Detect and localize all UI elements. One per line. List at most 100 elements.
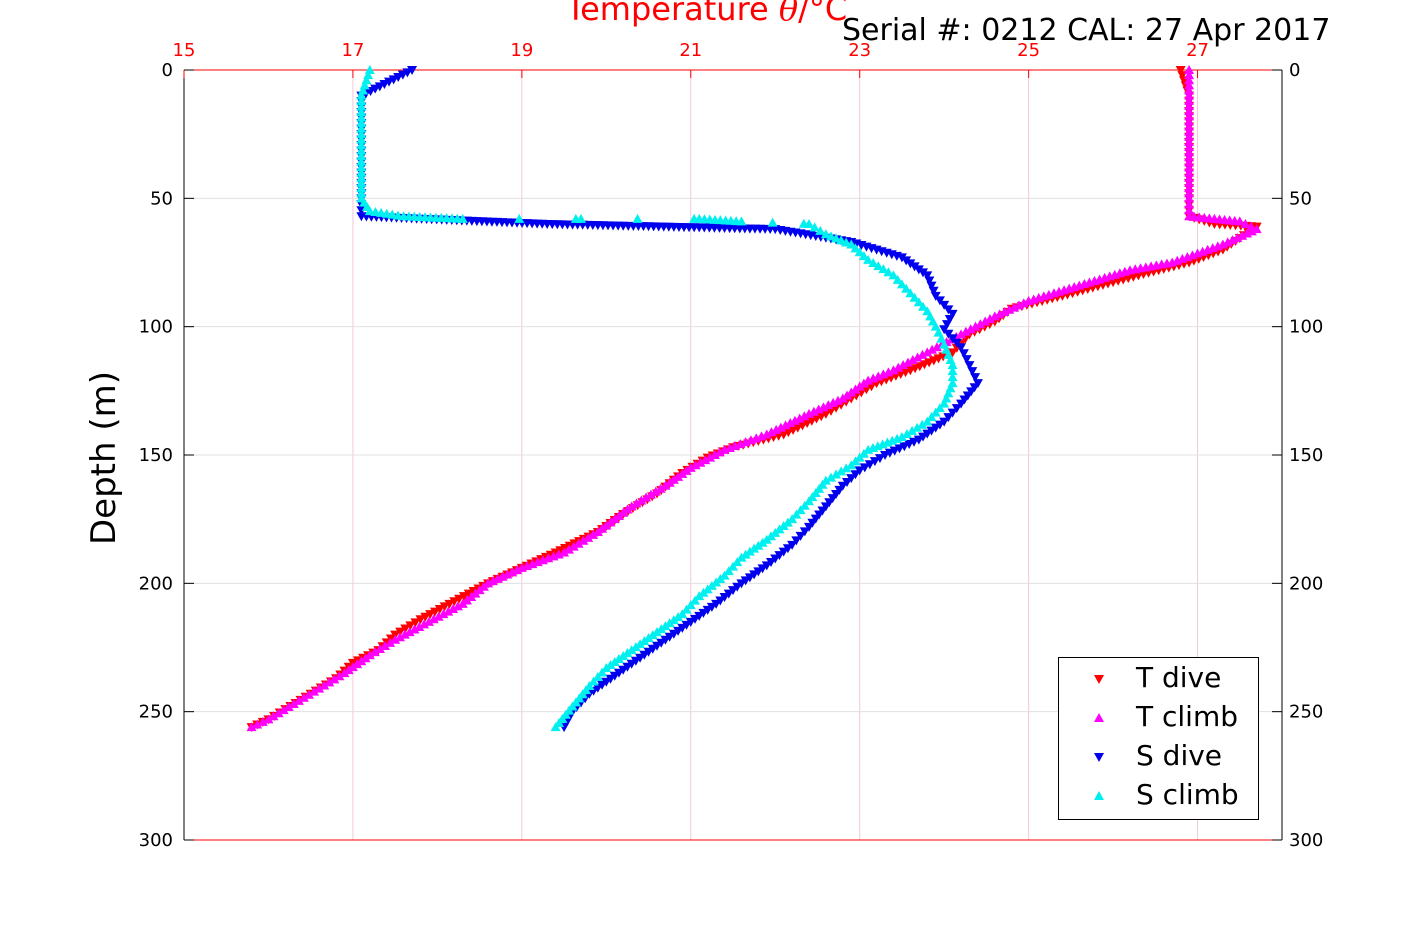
data-point	[390, 634, 401, 644]
data-point	[384, 77, 395, 87]
data-point	[939, 417, 950, 427]
data-point	[559, 547, 570, 557]
y-tick-label-left: 100	[139, 317, 173, 338]
data-point	[859, 463, 870, 473]
data-point	[854, 247, 865, 257]
data-point	[736, 552, 747, 562]
data-point	[795, 505, 806, 515]
data-point	[797, 421, 808, 431]
data-point	[548, 551, 559, 561]
data-point	[329, 674, 340, 684]
data-point	[597, 667, 608, 677]
data-point	[1184, 152, 1195, 162]
data-point	[592, 683, 603, 693]
legend-label: T climb	[1136, 700, 1239, 733]
data-point	[1184, 126, 1195, 136]
data-point	[873, 261, 884, 271]
data-point	[930, 407, 941, 417]
data-point	[438, 609, 449, 619]
legend-item-t-climb: T climb	[1059, 699, 1258, 738]
y-axis-label: Depth (m)	[84, 370, 124, 546]
data-point	[568, 541, 579, 551]
data-point	[410, 618, 421, 628]
data-point	[423, 616, 434, 626]
y-tick-label-left: 200	[139, 573, 173, 594]
data-point	[449, 597, 460, 607]
data-point	[761, 429, 772, 439]
data-point	[941, 320, 952, 330]
data-point	[283, 702, 294, 712]
data-point	[1234, 216, 1245, 226]
x-tick-label: 17	[341, 40, 364, 61]
data-point	[356, 129, 367, 139]
data-point	[947, 309, 958, 319]
data-point	[804, 496, 815, 506]
data-point	[757, 564, 768, 574]
data-point	[740, 437, 751, 447]
data-point	[444, 599, 455, 609]
data-point	[288, 698, 299, 708]
data-point	[689, 614, 700, 624]
data-point	[605, 674, 616, 684]
data-point	[356, 172, 367, 182]
data-point	[356, 145, 367, 155]
x-tick-label: 15	[173, 40, 196, 61]
series-s-dive	[356, 66, 983, 733]
data-point	[394, 632, 405, 642]
axis-ticks: 15 17 19 21 23 25 27 0 0 50 50 100 100 150 150 200 200 25…	[139, 40, 1324, 851]
legend-label: S dive	[1136, 739, 1223, 772]
data-point	[405, 621, 416, 631]
data-point	[399, 629, 410, 639]
data-point	[1184, 65, 1195, 74]
data-point	[753, 567, 764, 577]
data-point	[909, 262, 920, 272]
data-point	[522, 561, 533, 571]
data-point	[1184, 85, 1195, 95]
data-point	[597, 680, 608, 690]
data-point	[553, 549, 564, 559]
data-point	[631, 498, 642, 508]
data-point	[609, 671, 620, 681]
data-point	[592, 527, 603, 536]
data-point	[457, 598, 468, 608]
data-point	[339, 668, 350, 678]
data-point	[393, 73, 404, 82]
data-point	[896, 253, 907, 263]
data-point	[314, 683, 325, 693]
legend-item-t-dive: T dive	[1059, 660, 1258, 699]
data-point	[905, 259, 916, 269]
data-point	[630, 656, 641, 666]
data-point	[356, 177, 367, 187]
data-point	[681, 620, 692, 630]
data-point	[690, 460, 701, 470]
series-s-climb	[356, 65, 958, 732]
data-point	[888, 270, 899, 280]
x-tick-label: 25	[1017, 40, 1040, 61]
chart-title: Temperature θ/°C	[566, 0, 847, 28]
data-point	[744, 573, 755, 583]
data-point	[1184, 157, 1195, 167]
data-point	[404, 627, 415, 637]
data-point	[677, 623, 688, 633]
data-point	[268, 711, 279, 721]
data-point	[409, 624, 420, 634]
data-point	[918, 432, 929, 442]
chart-title-symbol: θ	[778, 0, 799, 28]
data-point	[985, 313, 996, 323]
data-point	[415, 615, 426, 625]
data-point	[433, 611, 444, 621]
data-point	[815, 225, 826, 235]
data-point	[1240, 219, 1251, 228]
data-point	[356, 123, 367, 133]
data-point	[664, 632, 675, 642]
data-point	[960, 326, 971, 336]
data-point	[420, 612, 431, 622]
data-point	[804, 219, 815, 228]
data-point	[514, 213, 525, 223]
data-point	[850, 456, 861, 466]
data-point	[273, 708, 284, 718]
data-point	[863, 444, 874, 454]
data-point	[626, 659, 637, 669]
data-point	[788, 425, 799, 435]
data-point	[724, 442, 735, 452]
